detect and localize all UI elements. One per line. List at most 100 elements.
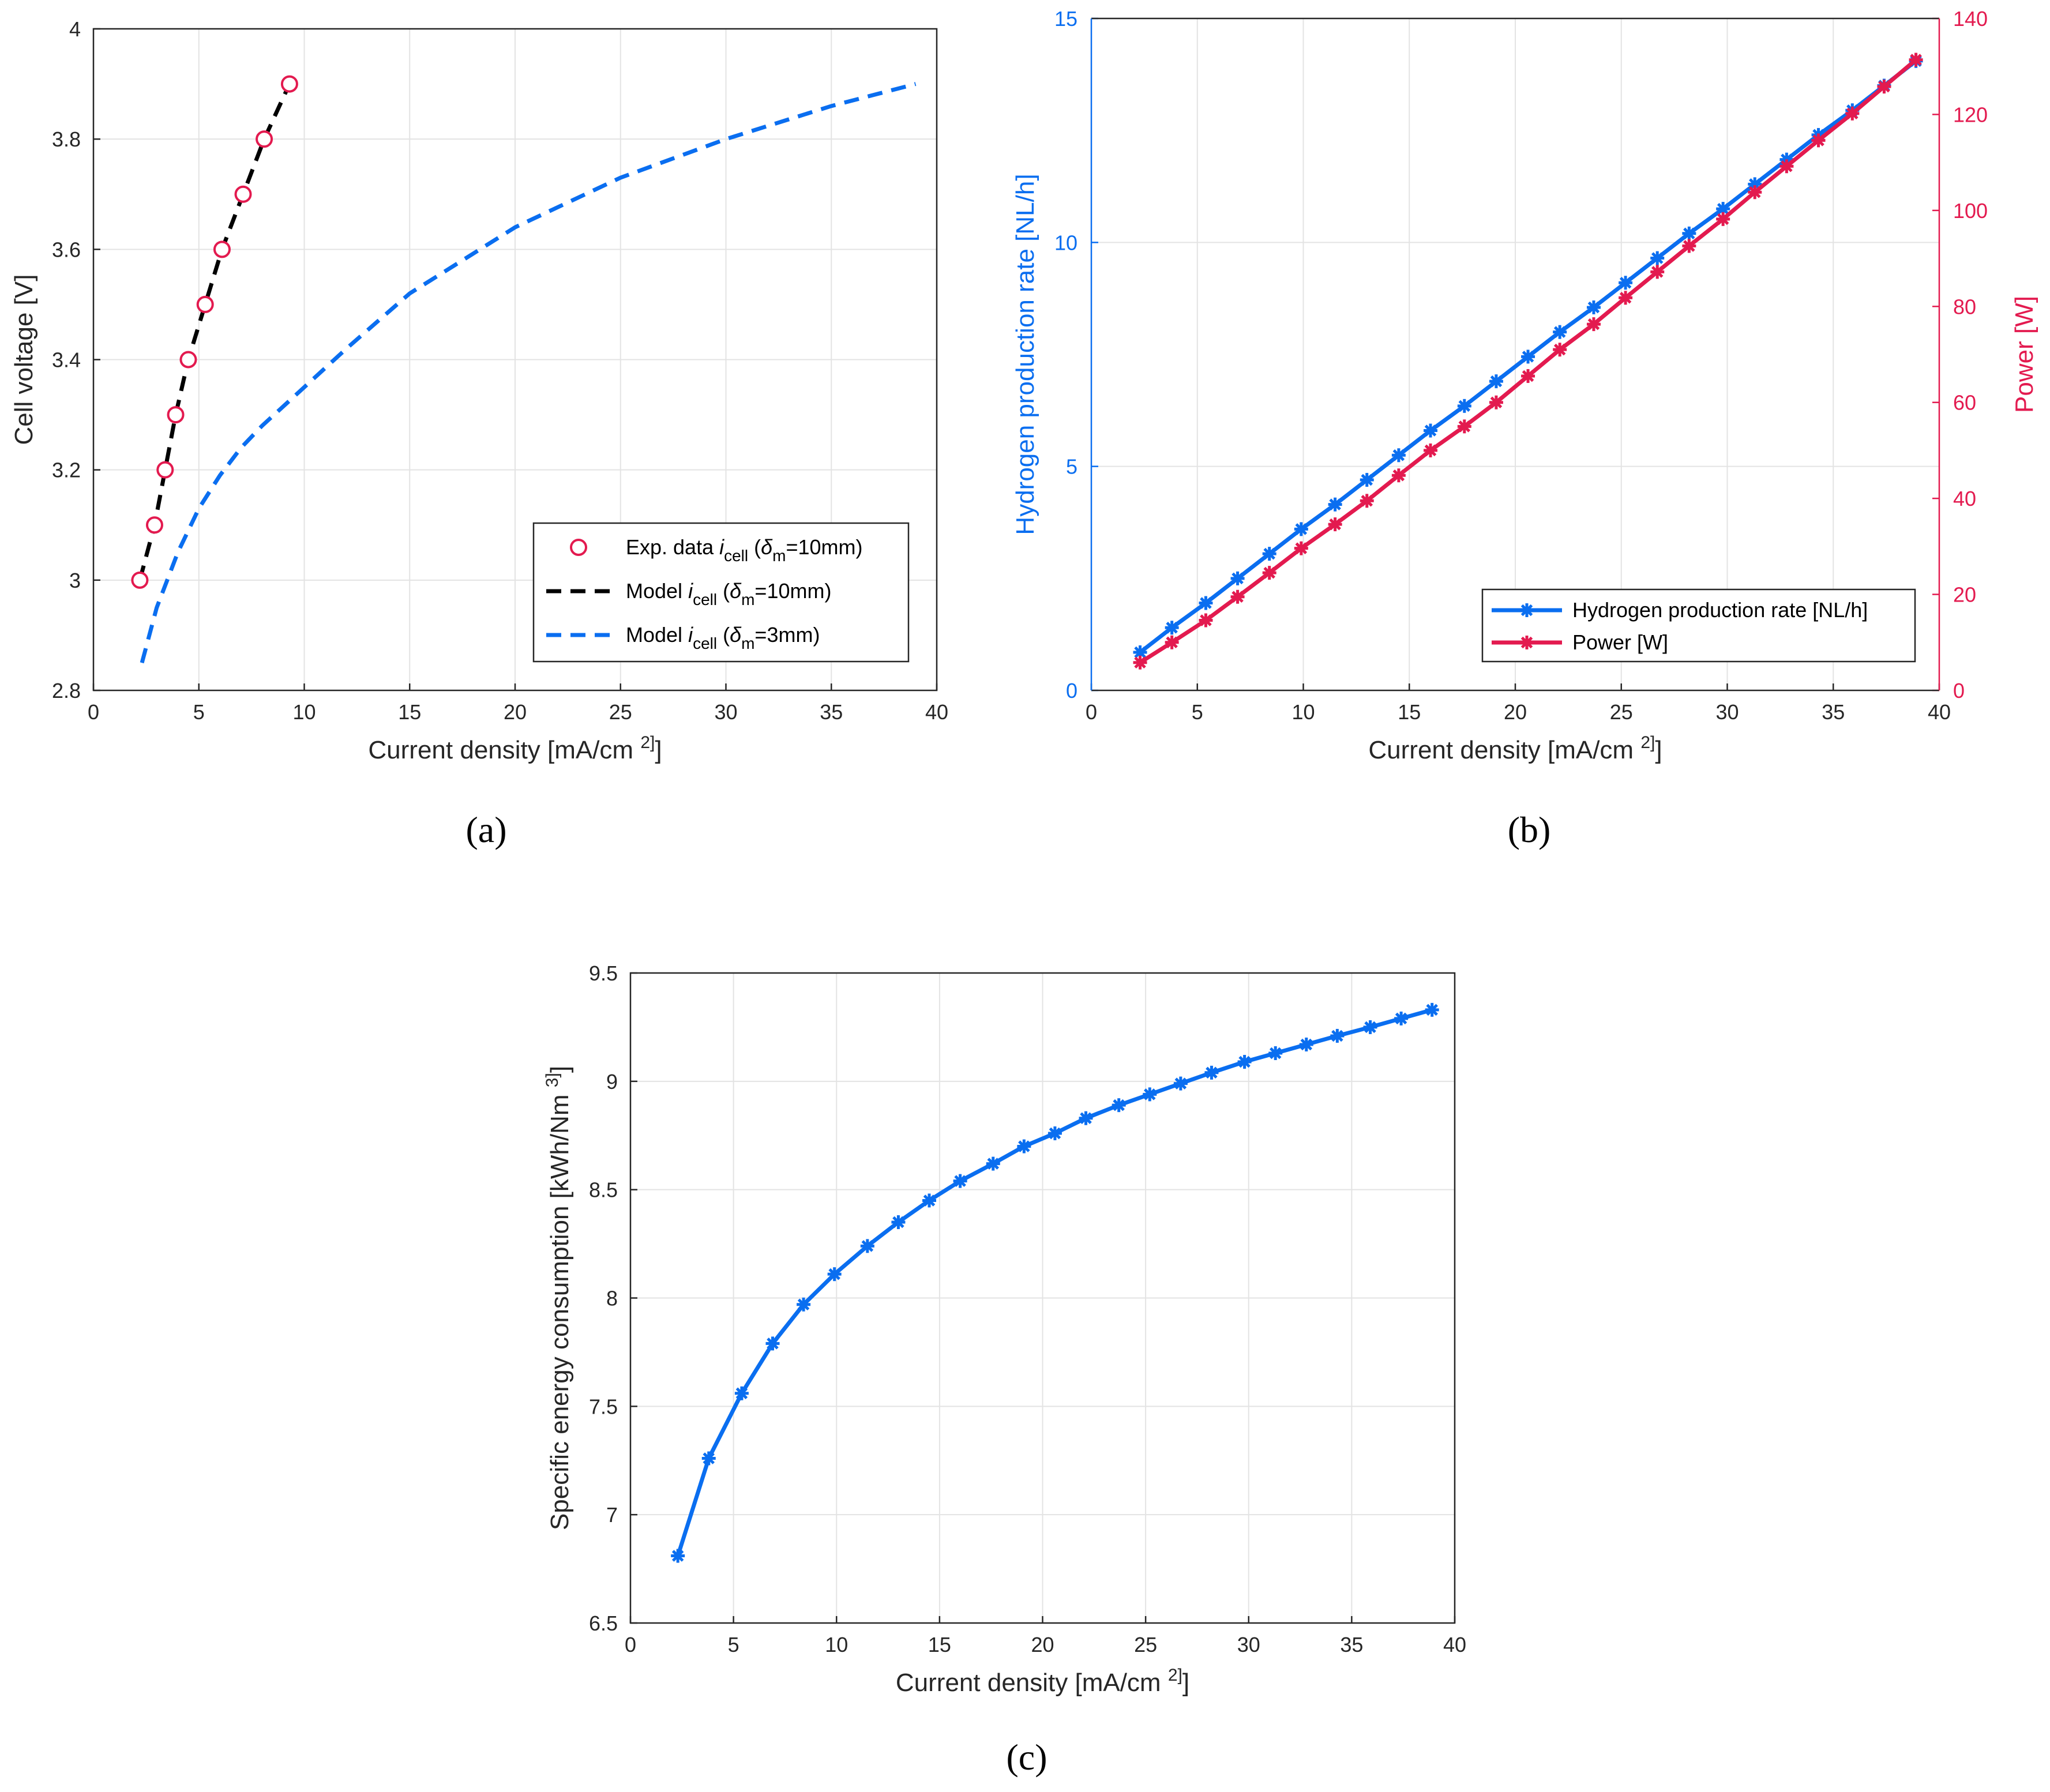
x-tick-label: 15 xyxy=(928,1633,951,1656)
exp-data-point xyxy=(196,295,214,313)
energy-consumption-point xyxy=(1017,1139,1031,1154)
legend-box xyxy=(1481,588,1916,663)
plot-frame xyxy=(629,972,1456,1624)
y-tick-label: 9.5 xyxy=(589,961,618,985)
y-tick-label: 3.4 xyxy=(52,348,81,372)
y-tick-label: 2.8 xyxy=(52,679,81,702)
x-tick-label: 40 xyxy=(1928,700,1951,724)
y-tick-label: 3.6 xyxy=(52,238,81,261)
y-right-tick-label: 0 xyxy=(1953,679,1965,702)
energy-consumption-point xyxy=(671,1549,685,1563)
energy-consumption-point xyxy=(986,1156,1000,1171)
energy-consumption-point xyxy=(1047,1126,1062,1140)
energy-consumption-point xyxy=(1112,1098,1126,1113)
power-point xyxy=(1360,494,1374,508)
energy-consumption-point xyxy=(860,1239,874,1253)
caption-b: (b) xyxy=(1508,809,1551,850)
legend: Exp. data icell (δm=10mm) Model icell (δm… xyxy=(532,522,910,663)
exp-data-point xyxy=(167,406,185,424)
energy-consumption-point xyxy=(1237,1055,1252,1069)
legend-label: Model icell (δm=3mm) xyxy=(626,623,820,652)
x-tick-label: 20 xyxy=(1031,1633,1054,1656)
power-point xyxy=(1489,395,1503,410)
y-tick-label: 3.8 xyxy=(52,127,81,151)
x-axis-label: Current density [mA/cm 2]] xyxy=(1368,733,1662,764)
x-tick-label: 35 xyxy=(1822,700,1845,724)
panel-b-hydrogen-power-chart: 0 5 10 15 20 25 30 35 40051015020406080100120140… xyxy=(1011,7,2038,850)
x-tick-label: 0 xyxy=(1086,700,1097,724)
caption-a: (a) xyxy=(465,809,506,850)
x-tick-label: 10 xyxy=(825,1633,848,1656)
x-axis-label: Current density [mA/cm 2]] xyxy=(896,1666,1189,1697)
y-right-tick-label: 100 xyxy=(1953,199,1988,223)
hydrogen-rate-point xyxy=(1391,448,1406,463)
energy-consumption-point xyxy=(827,1267,842,1282)
hydrogen-rate-point xyxy=(1586,300,1601,314)
power-point xyxy=(1457,419,1471,434)
exp-data-point xyxy=(145,516,163,534)
power-point xyxy=(1748,185,1762,200)
energy-consumption-point xyxy=(953,1174,967,1188)
x-tick-label: 25 xyxy=(1134,1633,1157,1656)
y-right-axis-label: Power [W] xyxy=(2010,296,2038,413)
hydrogen-rate-point xyxy=(1489,374,1503,389)
power-point xyxy=(1779,159,1794,174)
x-tick-label: 20 xyxy=(504,700,527,724)
hydrogen-rate-point xyxy=(1165,621,1179,635)
power-point xyxy=(1553,343,1567,357)
model-10mm-dashed-line xyxy=(138,83,292,581)
x-tick-label: 35 xyxy=(1340,1633,1363,1656)
y-left-tick-label: 15 xyxy=(1054,7,1077,31)
legend-label: Hydrogen production rate [NL/h] xyxy=(1572,598,1868,622)
power-point xyxy=(1328,517,1342,532)
exp-data-point xyxy=(234,185,252,203)
hydrogen-rate-point xyxy=(1328,497,1342,512)
hydrogen-rate-point xyxy=(1650,251,1665,265)
y-tick-label: 8 xyxy=(606,1287,618,1310)
y-left-tick-label: 10 xyxy=(1054,231,1077,254)
x-tick-label: 5 xyxy=(728,1633,739,1656)
x-tick-label: 0 xyxy=(625,1633,636,1656)
power-point xyxy=(1811,133,1826,148)
exp-data-point xyxy=(280,75,298,93)
energy-consumption-point xyxy=(1363,1020,1377,1034)
x-tick-label: 5 xyxy=(1192,700,1203,724)
y-tick-label: 3 xyxy=(69,569,81,592)
energy-consumption-point xyxy=(891,1215,906,1230)
hydrogen-rate-point xyxy=(1424,423,1437,438)
power-point xyxy=(1877,80,1891,94)
hydrogen-rate-point xyxy=(1457,399,1471,413)
hydrogen-rate-point xyxy=(1716,202,1730,216)
legend-label: Exp. data icell (δm=10mm) xyxy=(626,535,863,565)
power-point xyxy=(1133,655,1147,670)
power-point xyxy=(1165,635,1179,649)
y-right-tick-label: 20 xyxy=(1953,583,1976,607)
power-point xyxy=(1230,589,1245,604)
y-right-tick-label: 80 xyxy=(1953,295,1976,318)
energy-consumption-point xyxy=(765,1336,780,1351)
y-tick-label: 7 xyxy=(606,1503,618,1527)
energy-consumption-point xyxy=(1268,1046,1283,1060)
x-tick-label: 15 xyxy=(398,700,421,724)
hydrogen-rate-point xyxy=(1682,226,1696,241)
y-left-tick-label: 0 xyxy=(1066,679,1077,702)
energy-consumption-point xyxy=(922,1193,937,1208)
exp-data-point xyxy=(256,130,273,148)
power-point xyxy=(1619,291,1633,305)
x-tick-label: 40 xyxy=(1443,1633,1466,1656)
y-tick-label: 7.5 xyxy=(589,1395,618,1418)
exp-data-point xyxy=(213,241,231,258)
plot-frame xyxy=(92,28,938,692)
x-tick-label: 25 xyxy=(1610,700,1633,724)
energy-consumption-point xyxy=(1394,1011,1409,1025)
hydrogen-rate-point xyxy=(1619,276,1633,290)
hydrogen-rate-point xyxy=(1199,596,1213,610)
exp-data-point xyxy=(179,351,197,369)
y-axis-label: Specific energy consumption [kWh/Nm 3]] xyxy=(543,1066,574,1530)
power-point xyxy=(1650,265,1665,279)
y-tick-label: 9 xyxy=(606,1070,618,1094)
legend-marker xyxy=(1520,636,1534,649)
energy-consumption-point xyxy=(1204,1065,1219,1080)
y-left-axis-label: Hydrogen production rate [NL/h] xyxy=(1011,174,1039,535)
